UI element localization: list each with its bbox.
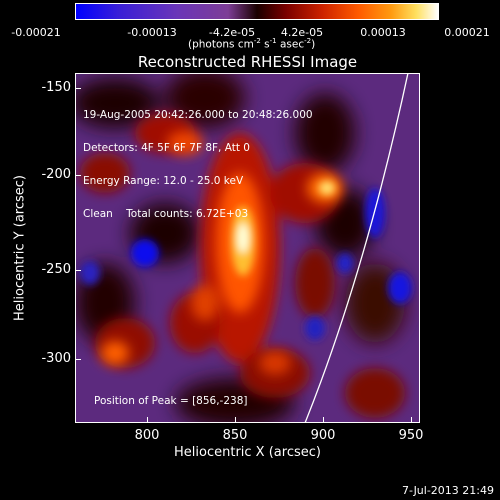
x-tick-label: 800: [134, 428, 160, 443]
rhessi-image-panel: [75, 73, 420, 423]
colorbar-tick-label: 0.00021: [444, 26, 490, 39]
colorbar-units: (photons cm-2 s-1 asec-2): [188, 37, 315, 51]
colorbar-tick-label: -0.00013: [127, 26, 177, 39]
colorbar-tick-label: -0.00021: [11, 26, 61, 39]
units-exponent: -2: [304, 37, 312, 45]
render-timestamp: 7-Jul-2013 21:49: [401, 484, 494, 497]
y-tick: [75, 270, 81, 271]
x-tick-label: 950: [398, 428, 424, 443]
colorbar-tick-label: -4.2e-05: [208, 26, 256, 39]
colorbar: [75, 3, 439, 20]
colorbar-tick-label: 4.2e-05: [280, 26, 324, 39]
y-tick-label: -200: [41, 167, 71, 182]
y-tick: [75, 88, 81, 89]
x-tick-label: 900: [310, 428, 336, 443]
units-exponent: -2: [253, 37, 261, 45]
info-line-energy: Energy Range: 12.0 - 25.0 keV: [83, 175, 244, 187]
info-line-time: 19-Aug-2005 20:42:26.000 to 20:48:26.000: [83, 109, 313, 121]
y-tick-label: -250: [41, 262, 71, 277]
colorbar-tick-label: 0.00013: [360, 26, 406, 39]
units-text: ): [311, 38, 316, 51]
units-exponent: -1: [269, 37, 277, 45]
x-tick: [411, 417, 412, 423]
info-line-counts: Clean Total counts: 6.72E+03: [83, 208, 249, 220]
units-text: s: [260, 38, 270, 51]
image-title: Reconstructed RHESSI Image: [137, 53, 358, 71]
solar-limb-line: [304, 73, 409, 423]
y-tick: [75, 175, 81, 176]
x-tick: [147, 417, 148, 423]
peak-position: Position of Peak = [856,-238]: [94, 395, 248, 407]
y-tick-label: -300: [41, 351, 71, 366]
y-tick-label: -150: [41, 80, 71, 95]
y-axis-label: Heliocentric Y (arcsec): [12, 175, 28, 321]
x-tick: [323, 417, 324, 423]
observation-info: 19-Aug-2005 20:42:26.000 to 20:48:26.000…: [83, 88, 313, 231]
units-text: asec: [276, 38, 305, 51]
rhessi-image: [75, 73, 420, 423]
y-axis: -150 -200 -250 -300: [0, 73, 81, 423]
y-tick: [75, 359, 81, 360]
units-text: (photons cm: [188, 38, 254, 51]
x-axis-label: Heliocentric X (arcsec): [174, 445, 321, 460]
info-line-detectors: Detectors: 4F 5F 6F 7F 8F, Att 0: [83, 142, 250, 154]
x-tick-label: 850: [222, 428, 248, 443]
x-axis: 800 850 900 950: [75, 417, 423, 443]
plot-frame: [75, 73, 420, 423]
x-tick: [235, 417, 236, 423]
